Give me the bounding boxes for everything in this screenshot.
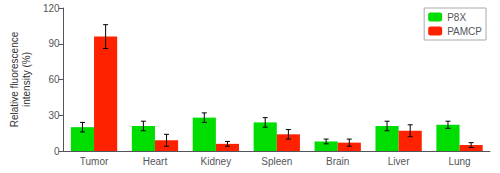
svg-text:P8X: P8X (447, 12, 466, 23)
svg-text:Kidney: Kidney (201, 156, 232, 167)
svg-text:Liver: Liver (388, 156, 410, 167)
svg-text:0: 0 (54, 146, 60, 157)
svg-text:Brain: Brain (326, 156, 349, 167)
svg-text:90: 90 (48, 38, 60, 49)
svg-text:Relative fluorescence: Relative fluorescence (9, 31, 20, 127)
svg-text:PAMCP: PAMCP (447, 26, 482, 37)
svg-text:Spleen: Spleen (261, 156, 292, 167)
svg-text:intensity (%): intensity (%) (21, 52, 32, 107)
svg-text:Lung: Lung (448, 156, 470, 167)
svg-text:30: 30 (48, 110, 60, 121)
svg-text:Heart: Heart (143, 156, 168, 167)
svg-text:60: 60 (48, 74, 60, 85)
svg-text:Tumor: Tumor (80, 156, 109, 167)
svg-text:120: 120 (43, 3, 60, 14)
